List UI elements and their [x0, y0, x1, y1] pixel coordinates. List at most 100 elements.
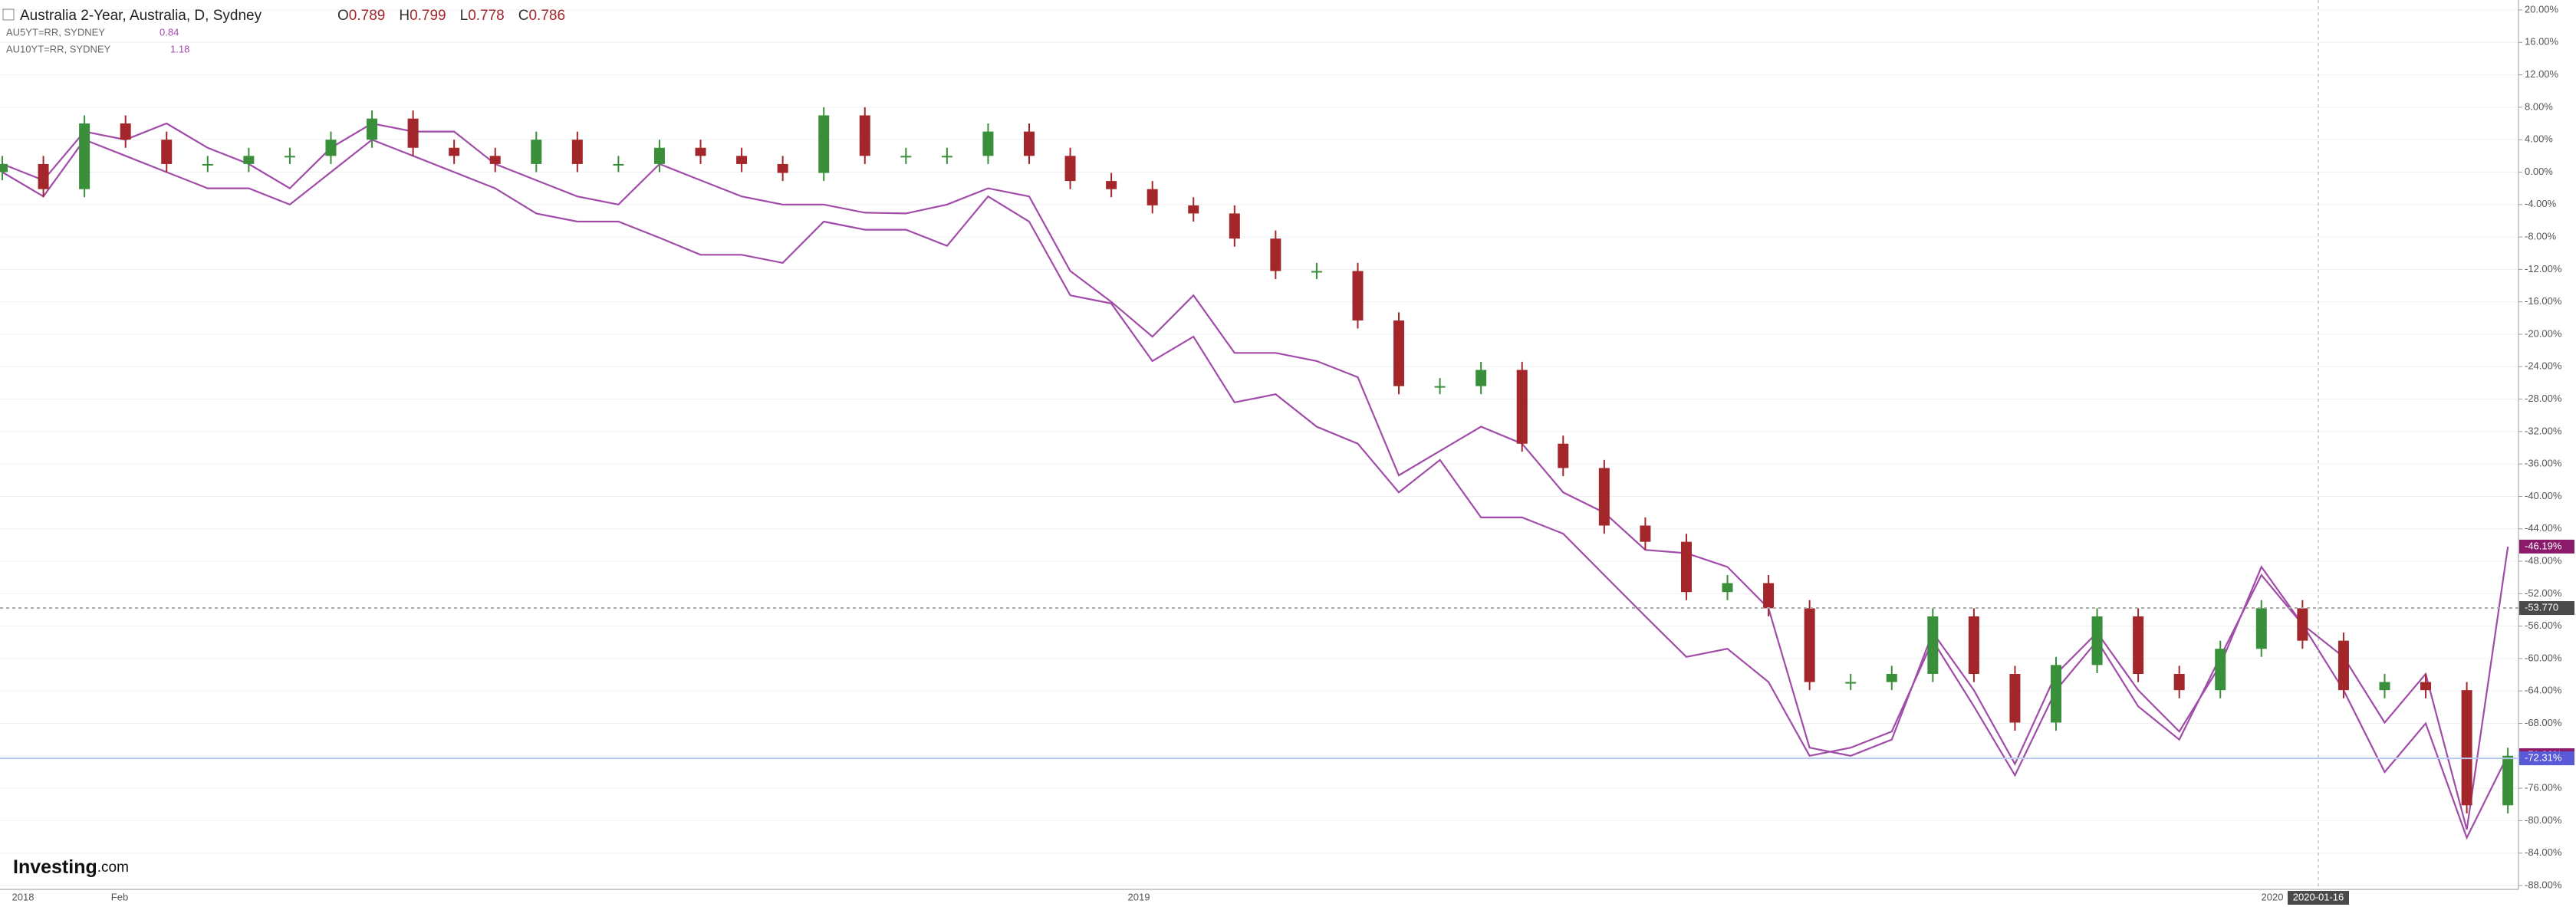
- candle-body: [1024, 131, 1035, 156]
- candle-body: [2255, 608, 2267, 649]
- y-tick-label: 16.00%: [2525, 36, 2559, 48]
- candle-body: [38, 163, 49, 189]
- y-tick-label: -56.00%: [2525, 619, 2562, 631]
- ohlc-key: H: [399, 8, 410, 24]
- y-tick-label: -52.00%: [2525, 587, 2562, 599]
- candle-body: [613, 163, 624, 166]
- y-tick-label: -64.00%: [2525, 685, 2562, 696]
- ohlc-readout: O0.789 H0.799 L0.778 C0.786: [337, 8, 565, 24]
- candle-body: [2502, 755, 2514, 806]
- ohlc-value: 0.778: [468, 8, 505, 24]
- candle-body: [1434, 386, 1446, 388]
- price-label-box: [2519, 601, 2574, 616]
- x-tick-label: 2019: [1128, 891, 1150, 902]
- candle-body: [325, 140, 337, 156]
- brand-suffix: .com: [97, 859, 129, 876]
- y-tick-label: 20.00%: [2525, 3, 2559, 15]
- candle-body: [777, 163, 788, 173]
- candle-body: [407, 118, 419, 148]
- candle-body: [2173, 674, 2185, 691]
- candle-body: [1229, 213, 1240, 239]
- candle-body: [1722, 583, 1733, 593]
- ohlc-value: 0.786: [528, 8, 565, 24]
- crosshair-x-box: [2288, 891, 2349, 905]
- y-tick-label: -24.00%: [2525, 360, 2562, 372]
- brand-watermark: Investing.com: [13, 856, 129, 878]
- candle-body: [2297, 608, 2308, 641]
- candle-body: [1064, 156, 1076, 182]
- crosshair-x-label: 2020-01-16: [2293, 891, 2344, 902]
- y-tick-label: -32.00%: [2525, 425, 2562, 436]
- compare-line: [2, 122, 2509, 830]
- candle-body: [1516, 370, 1528, 444]
- price-label-box: [2519, 539, 2574, 554]
- y-tick-label: 0.00%: [2525, 166, 2553, 177]
- legend-value: 1.18: [170, 43, 189, 54]
- y-tick-label: -12.00%: [2525, 263, 2562, 274]
- candle-body: [2337, 640, 2349, 691]
- candle-body: [1680, 541, 1692, 593]
- legend-entry: AU10YT=RR, SYDNEY: [6, 43, 111, 54]
- candle-body: [161, 140, 173, 164]
- candle-body: [1558, 443, 1569, 468]
- candle-body: [202, 163, 213, 166]
- ohlc-key: L: [460, 8, 469, 24]
- candle-body: [1352, 271, 1364, 320]
- candle-body: [1927, 616, 1939, 675]
- candle-body: [2420, 682, 2432, 691]
- x-tick-label: Feb: [111, 891, 128, 902]
- legend-value: 0.84: [160, 26, 179, 38]
- candle-body: [2461, 690, 2472, 806]
- price-label: -72.31%: [2525, 752, 2562, 764]
- y-tick-label: -8.00%: [2525, 231, 2557, 242]
- compare-line: [2, 138, 2509, 840]
- y-tick-label: -84.00%: [2525, 846, 2562, 858]
- candle-body: [1845, 682, 1857, 684]
- candle-body: [2091, 616, 2103, 665]
- collapse-icon[interactable]: [2, 8, 15, 21]
- candle-body: [2051, 665, 2061, 723]
- candle-body: [531, 140, 542, 164]
- y-tick-label: -44.00%: [2525, 522, 2562, 534]
- y-tick-label: -88.00%: [2525, 879, 2562, 890]
- candle-body: [1804, 608, 1815, 682]
- candle-body: [79, 123, 90, 189]
- candle-body: [367, 118, 378, 140]
- y-tick-label: -76.00%: [2525, 782, 2562, 794]
- x-tick-label: 2018: [12, 891, 35, 902]
- candle-body: [982, 131, 994, 156]
- candle-body: [120, 123, 131, 140]
- price-label: -46.19%: [2525, 540, 2562, 551]
- ohlc-value: 0.799: [410, 8, 446, 24]
- candle-body: [1311, 271, 1322, 273]
- y-tick-label: -4.00%: [2525, 198, 2557, 209]
- candle-body: [284, 156, 295, 158]
- candle-body: [859, 115, 870, 156]
- candle-body: [571, 140, 583, 164]
- y-tick-label: -40.00%: [2525, 490, 2562, 501]
- candle-body: [1393, 320, 1405, 386]
- ohlc-key: C: [518, 8, 529, 24]
- marks: [0, 107, 2514, 840]
- y-tick-label: -48.00%: [2525, 554, 2562, 566]
- candle-body: [736, 156, 748, 164]
- price-label-box: [2519, 751, 2574, 766]
- candle-body: [818, 115, 830, 173]
- x-tick-label: 2020: [2262, 891, 2284, 902]
- y-tick-label: 12.00%: [2525, 68, 2559, 80]
- candle-body: [1886, 674, 1897, 682]
- y-tick-label: -80.00%: [2525, 814, 2562, 826]
- candle-body: [1968, 616, 1979, 675]
- y-tick-label: -16.00%: [2525, 295, 2562, 307]
- grid: [0, 9, 2518, 886]
- brand: Investing: [13, 856, 97, 878]
- y-tick-label: 8.00%: [2525, 100, 2553, 112]
- candle-body: [1763, 583, 1775, 609]
- candle-body: [1188, 205, 1199, 214]
- candle-body: [2133, 616, 2144, 675]
- candle-body: [653, 147, 665, 164]
- candle-body: [1476, 370, 1487, 386]
- candle-body: [243, 156, 255, 164]
- candle-body: [489, 156, 501, 164]
